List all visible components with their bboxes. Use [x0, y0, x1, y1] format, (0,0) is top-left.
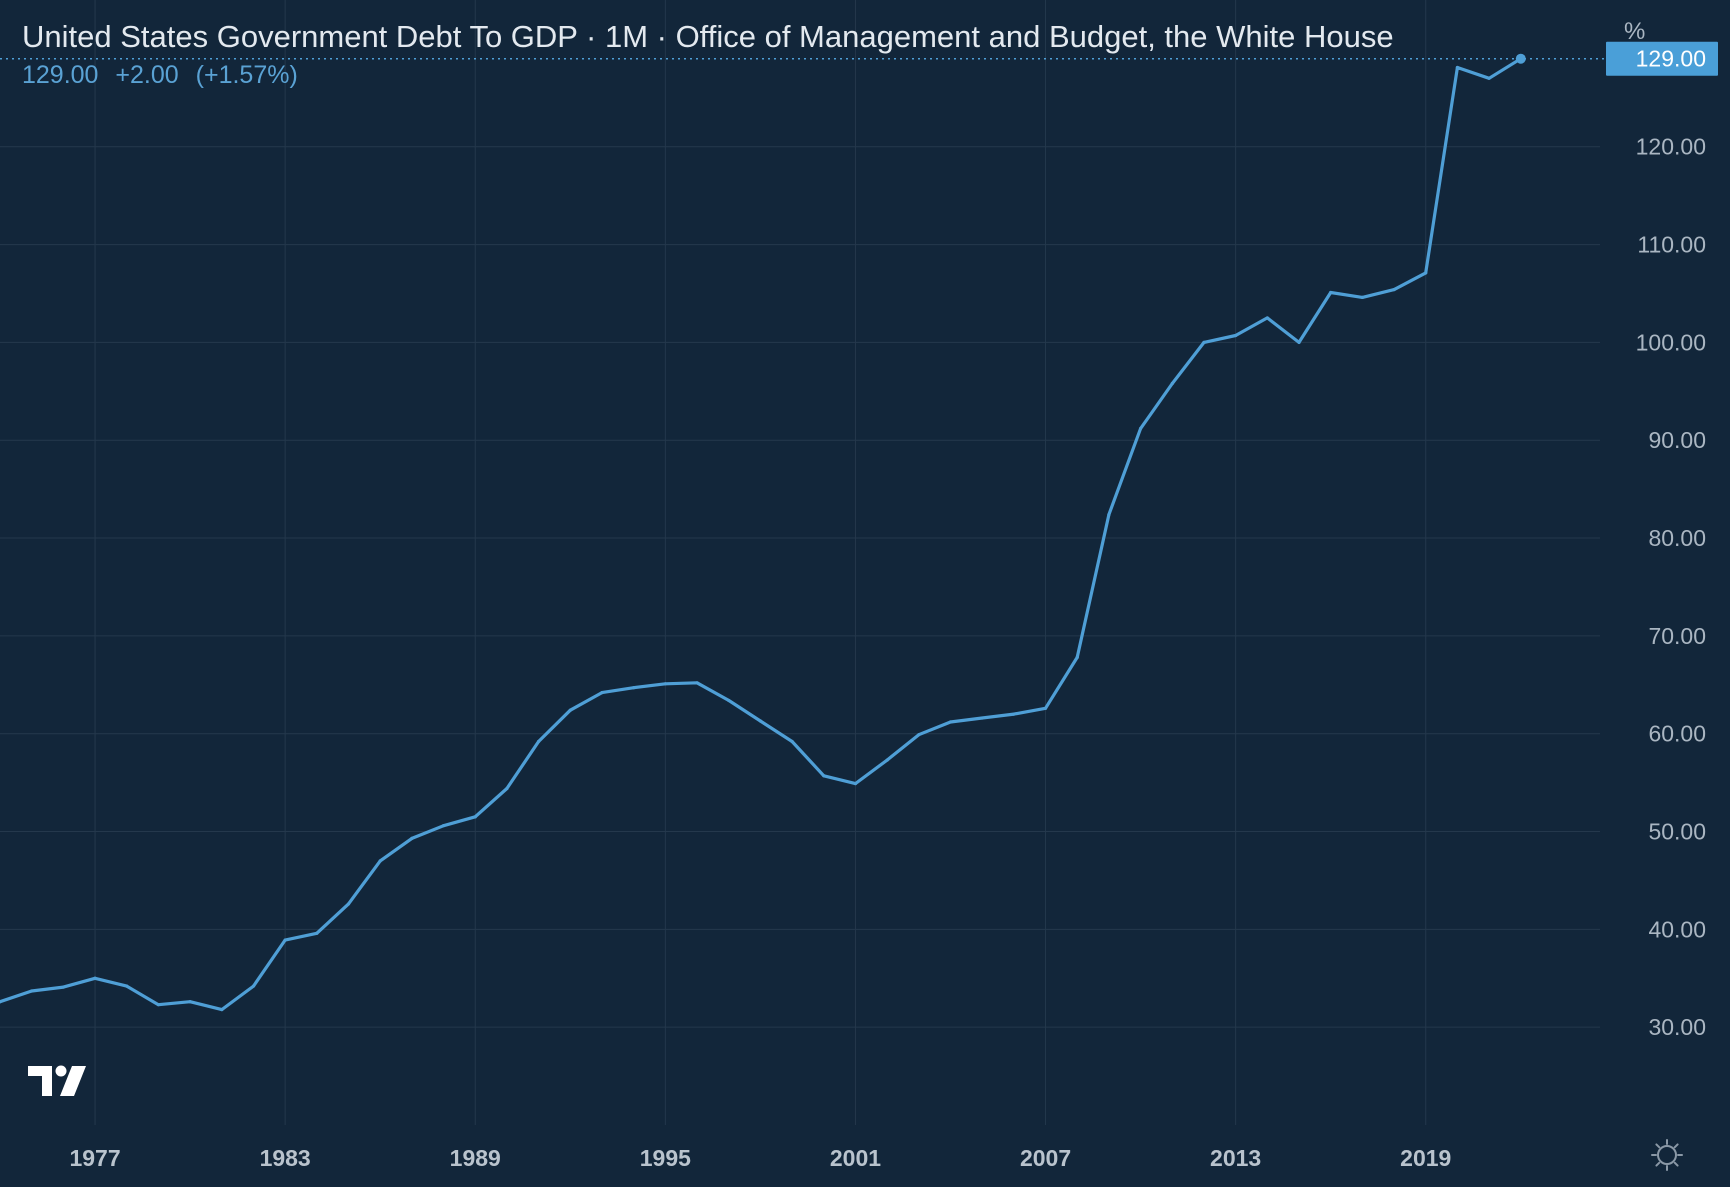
- data-point: [346, 902, 351, 906]
- x-tick-label: 1977: [69, 1145, 120, 1171]
- data-point: [885, 758, 889, 762]
- data-point: [93, 976, 97, 980]
- series-layer: [0, 53, 1606, 1012]
- data-point: [61, 985, 65, 989]
- data-point: [1012, 712, 1016, 716]
- data-point: [1487, 76, 1491, 80]
- y-tick-label: 60.00: [1648, 721, 1706, 747]
- data-point: [220, 1007, 224, 1012]
- data-point: [632, 686, 636, 690]
- series-line: [0, 57, 1523, 1012]
- gear-icon[interactable]: [1650, 1138, 1684, 1177]
- grid-layer: [0, 0, 1600, 1125]
- y-tick-label: 100.00: [1636, 329, 1706, 355]
- data-point: [410, 836, 414, 840]
- x-tick-label: 2019: [1400, 1145, 1451, 1171]
- data-point: [948, 720, 953, 724]
- data-point: [1234, 333, 1238, 338]
- data-point: [1329, 290, 1333, 295]
- change-percent: (+1.57%): [195, 61, 298, 89]
- data-point: [790, 739, 794, 744]
- axis-layer: 30.00 40.00 50.00 60.00 70.00 80.00 90.00 100.0…: [69, 41, 1718, 1171]
- data-point: [822, 774, 826, 778]
- data-point: [758, 719, 762, 723]
- x-tick-label: 1989: [450, 1145, 501, 1171]
- y-tick-label: 120.00: [1636, 134, 1706, 160]
- y-tick-label: 90.00: [1648, 427, 1706, 453]
- data-point: [1392, 287, 1396, 292]
- data-point: [1107, 512, 1111, 517]
- data-point: [251, 984, 256, 988]
- data-point: [1075, 655, 1079, 659]
- y-tick-label: 80.00: [1648, 525, 1706, 551]
- y-tick-label: 40.00: [1648, 916, 1706, 942]
- last-value: 129.00: [22, 61, 99, 89]
- data-point: [1170, 381, 1174, 386]
- data-point: [0, 1000, 2, 1004]
- last-value-marker: [1515, 53, 1526, 64]
- data-point: [663, 682, 667, 686]
- chart-header: United States Government Debt To GDP · 1…: [22, 18, 1394, 90]
- y-tick-label: 30.00: [1648, 1014, 1706, 1040]
- data-point: [441, 824, 446, 828]
- data-point: [1297, 340, 1301, 344]
- data-point: [283, 938, 287, 942]
- data-point: [568, 708, 572, 712]
- data-point: [600, 691, 604, 695]
- x-tick-label: 2013: [1210, 1145, 1261, 1171]
- tradingview-logo[interactable]: [26, 1062, 92, 1105]
- change-value: +2.00: [115, 61, 179, 89]
- data-point: [1424, 271, 1428, 275]
- data-point: [378, 859, 382, 863]
- data-point: [917, 733, 921, 737]
- data-point: [1360, 295, 1364, 299]
- data-point: [30, 989, 34, 993]
- data-point: [473, 815, 477, 819]
- x-tick-label: 2007: [1020, 1145, 1071, 1171]
- x-tick-label: 2001: [830, 1145, 881, 1171]
- x-tick-label: 1995: [640, 1145, 691, 1171]
- y-tick-label: 110.00: [1637, 232, 1706, 258]
- chart-title: United States Government Debt To GDP · 1…: [22, 19, 1394, 54]
- data-point: [1455, 65, 1460, 70]
- x-tick-label: 1983: [260, 1145, 311, 1171]
- data-point: [537, 739, 541, 744]
- data-point: [1265, 316, 1269, 320]
- data-point: [315, 931, 319, 935]
- data-point: [695, 681, 699, 685]
- y-tick-label: 50.00: [1648, 819, 1706, 845]
- data-point: [125, 984, 129, 988]
- data-point: [505, 786, 509, 791]
- data-point: [1202, 340, 1206, 344]
- data-point: [156, 1003, 161, 1007]
- unit-label: %: [1624, 18, 1646, 45]
- data-point: [1043, 706, 1048, 710]
- last-value-badge-label: 129.00: [1636, 46, 1706, 72]
- data-point: [853, 781, 858, 786]
- data-point: [188, 1000, 192, 1004]
- data-point: [727, 698, 731, 703]
- price-line: 129.00 +2.00 (+1.57%): [22, 60, 1394, 90]
- data-point: [1138, 426, 1143, 431]
- data-point: [980, 716, 984, 720]
- y-tick-label: 70.00: [1648, 623, 1706, 649]
- last-value-badge: [1606, 41, 1718, 76]
